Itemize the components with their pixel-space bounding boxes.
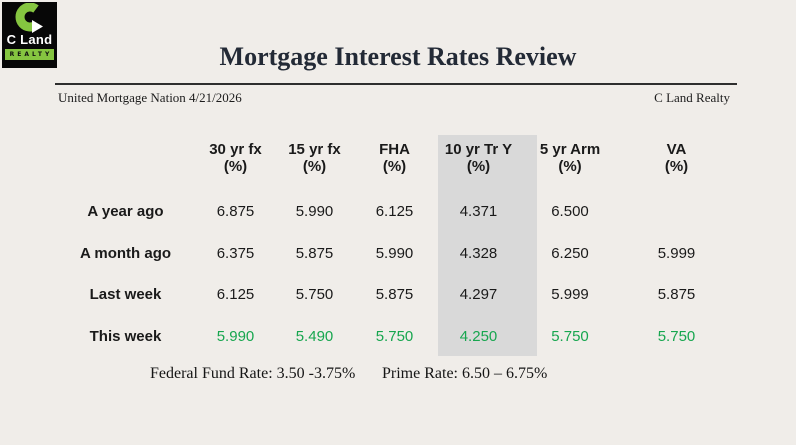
meta-bar: United Mortgage Nation 4/21/2026 C Land … [58,90,730,106]
page-title: Mortgage Interest Rates Review [219,42,577,71]
row-label-a-year-ago: A year ago [87,202,164,220]
cell-last-week-15yr: 5.750 [295,286,334,303]
cell-last-week-va: 5.875 [657,286,696,303]
column-header-va: VA (%) [664,141,689,175]
column-header-fha: FHA (%) [379,141,410,175]
federal-fund-rate-note: Federal Fund Rate: 3.50 -3.75% [150,365,356,382]
column-header-15yr-fx: 15 yr fx (%) [288,141,341,175]
cell-last-week-fha: 5.875 [375,286,414,303]
cell-month-ago-15yr: 5.875 [295,244,334,262]
cell-last-week-10yr: 4.297 [459,286,498,303]
cell-month-ago-5yr-arm: 6.250 [551,244,589,262]
cell-this-week-fha: 5.750 [375,327,414,345]
cell-this-week-10yr: 4.250 [459,327,498,345]
highlight-column-10yr-treasury [438,135,537,356]
prime-rate-note: Prime Rate: 6.50 – 6.75% [382,365,548,382]
c-arrow-logo-icon [2,3,57,36]
cell-month-ago-fha: 5.990 [375,244,414,262]
corner-cell [55,135,196,190]
row-label-a-month-ago: A month ago [79,244,172,262]
cell-year-ago-fha: 6.125 [375,202,414,220]
cell-month-ago-10yr: 4.328 [459,244,498,262]
logo-name: C Land [6,32,53,47]
row-label-last-week: Last week [89,286,162,303]
cell-this-week-va: 5.750 [657,327,696,345]
cell-year-ago-30yr: 6.875 [216,202,255,220]
cell-month-ago-30yr: 6.375 [216,244,255,262]
column-header-10yr-treasury: 10 yr Tr Y (%) [444,141,513,175]
brand-name: C Land Realty [654,90,730,105]
cell-last-week-30yr: 6.125 [216,286,255,303]
logo-realty-label: REALTY [5,49,54,60]
cell-this-week-30yr: 5.990 [216,327,255,345]
cell-year-ago-10yr: 4.371 [459,202,498,220]
rates-table: 30 yr fx (%) 15 yr fx (%) FHA (%) 10 yr … [55,135,735,357]
company-logo: C Land REALTY [2,2,57,68]
cell-year-ago-5yr-arm: 6.500 [551,202,589,220]
source-and-date: United Mortgage Nation 4/21/2026 [58,90,242,105]
cell-year-ago-va [618,190,735,232]
title-divider [55,83,737,85]
column-header-5yr-arm: 5 yr Arm (%) [539,141,601,175]
cell-year-ago-15yr: 5.990 [295,202,334,220]
cell-this-week-15yr: 5.490 [295,327,334,345]
cell-last-week-5yr-arm: 5.999 [551,286,589,303]
row-label-this-week: This week [89,327,162,345]
column-header-30yr-fx: 30 yr fx (%) [209,141,262,175]
cell-this-week-5yr-arm: 5.750 [551,327,589,345]
cell-month-ago-va: 5.999 [657,244,696,262]
